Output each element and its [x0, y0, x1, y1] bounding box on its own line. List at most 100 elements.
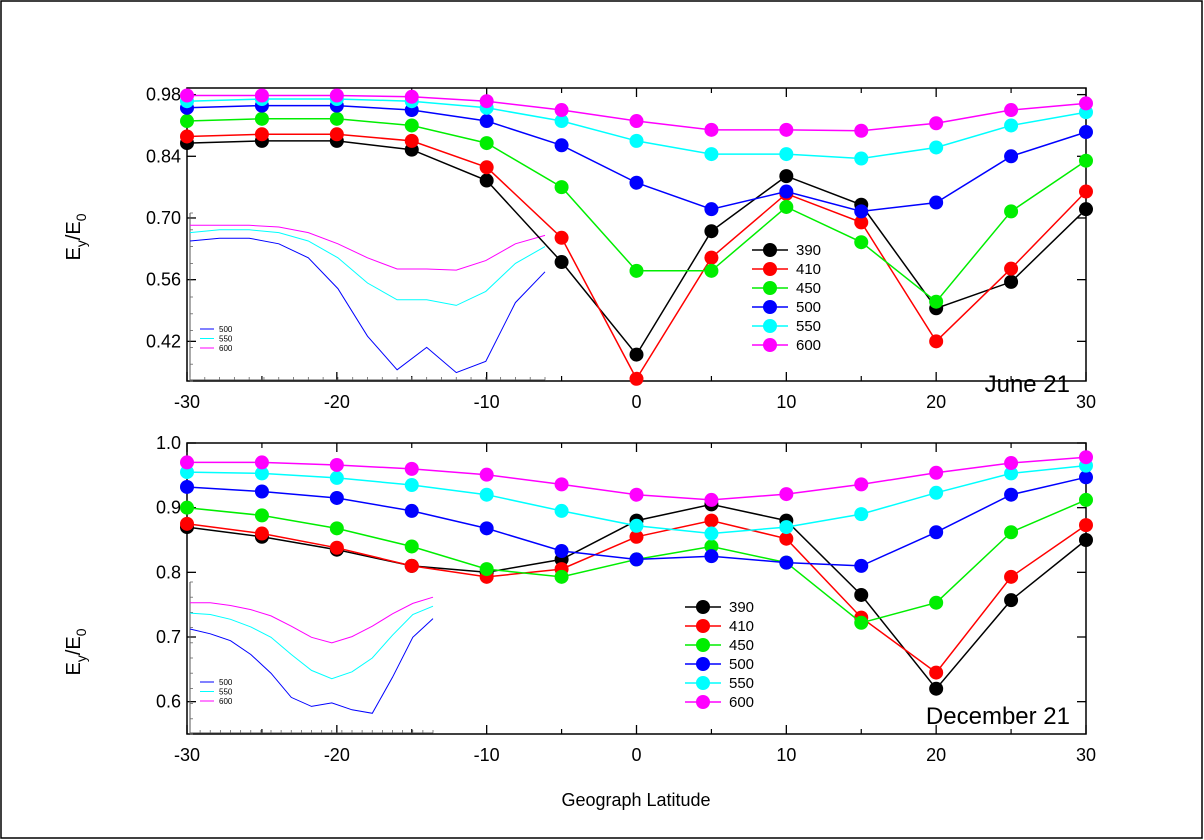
inset-legend-label: 600	[219, 697, 233, 706]
chart-december: Ey/E0 December 21 Geograph Latitude -30 -…	[63, 433, 1096, 810]
legend-label-410: 410	[729, 618, 754, 635]
series-410-point	[1004, 569, 1019, 584]
series-550-point	[629, 518, 644, 533]
y-tick-label: 0.6	[156, 692, 181, 712]
legend-label-450: 450	[729, 637, 754, 654]
series-410-point	[1079, 518, 1093, 533]
series-600-point	[929, 465, 944, 480]
series-500-point	[704, 202, 719, 217]
series-410-point	[479, 160, 494, 175]
series-550-point	[779, 147, 794, 162]
series-550-point	[704, 147, 719, 162]
series-500-point	[329, 490, 344, 505]
series-450-point	[254, 111, 269, 126]
series-410-point	[180, 129, 194, 144]
series-600-point	[554, 103, 569, 118]
series-600-point	[404, 461, 419, 476]
series-450-point	[404, 118, 419, 133]
x-tick-label: -10	[474, 392, 500, 412]
series-600-point	[180, 88, 194, 103]
y-tick-label: 1.0	[156, 433, 181, 453]
series-550-point	[554, 114, 569, 129]
legend-label-600: 600	[796, 337, 821, 354]
series-390-point	[1079, 533, 1093, 547]
y-tick-label: 0.84	[146, 146, 181, 166]
legend-label-410: 410	[796, 261, 821, 278]
series-410-point	[180, 516, 194, 531]
legend-label-550: 550	[796, 318, 821, 335]
series-500-point	[180, 479, 194, 494]
x-tick-label: 30	[1076, 392, 1096, 412]
series-500-point	[1079, 470, 1093, 485]
x-tick-label: 10	[776, 745, 796, 765]
legend-label-500: 500	[729, 656, 754, 673]
series-410-point	[929, 665, 944, 680]
series-450-point	[704, 539, 719, 554]
legend-swatch-marker	[696, 695, 710, 709]
series-550-point	[779, 520, 794, 535]
inset-legend-label: 500	[219, 325, 233, 334]
series-600-point	[704, 492, 719, 507]
series-600-point	[329, 88, 344, 103]
series-500-point	[854, 204, 869, 219]
series-550-point	[629, 133, 644, 148]
series-550-point	[404, 478, 419, 493]
series-600-point	[1004, 456, 1019, 471]
inset-series-550-line	[189, 229, 546, 306]
series-410-point	[554, 230, 569, 245]
series-600-point	[779, 487, 794, 502]
x-tick-label: -20	[324, 392, 350, 412]
series-550-point	[1004, 466, 1019, 481]
legend-swatch-marker	[763, 300, 777, 314]
series-600-point	[329, 457, 344, 472]
series-600-point	[629, 487, 644, 502]
series-600-point	[254, 88, 269, 103]
legend-swatch-marker	[696, 638, 710, 652]
legend-swatch-marker	[763, 243, 777, 257]
series-600-point	[1079, 96, 1093, 111]
y-tick-label: 0.8	[156, 562, 181, 582]
series-450-point	[779, 199, 794, 214]
series-450-point	[1004, 525, 1019, 540]
legend-label-550: 550	[729, 675, 754, 692]
x-tick-label: 20	[926, 392, 946, 412]
x-tick-label: 0	[631, 392, 641, 412]
series-410-point	[254, 526, 269, 541]
series-600-point	[554, 477, 569, 492]
chart-june: Ey/E0 June 21 -30 -20 -10 0 10 20 30 0.42 0.56 0.…	[63, 85, 1096, 412]
series-600-point	[929, 116, 944, 131]
series-600-point	[404, 89, 419, 104]
series-500-point	[1004, 487, 1019, 502]
series-410-point	[704, 513, 719, 528]
series-550-point	[329, 470, 344, 485]
series-410-point	[629, 371, 644, 386]
series-500-point	[929, 525, 944, 540]
series-410-point	[929, 334, 944, 349]
inset-series-600-line	[190, 596, 434, 644]
series-600-point	[180, 455, 194, 470]
legend-label-450: 450	[796, 280, 821, 297]
series-550-point	[479, 487, 494, 502]
series-450-point	[1004, 204, 1019, 219]
series-600-point	[779, 122, 794, 137]
series-450-point	[479, 562, 494, 577]
y-tick-label: 0.9	[156, 498, 181, 518]
series-500-point	[554, 543, 569, 558]
inset-legend-label: 550	[219, 688, 233, 697]
legend-swatch-marker	[763, 319, 777, 333]
series-500-point	[254, 484, 269, 499]
x-tick-label: -20	[324, 745, 350, 765]
series-390-point	[479, 173, 494, 188]
series-410-point	[254, 127, 269, 142]
inset-legend-label: 550	[219, 335, 233, 344]
series-550-point	[704, 526, 719, 541]
series-550-point	[254, 466, 269, 481]
series-450-point	[1079, 153, 1093, 168]
x-tick-label: 30	[1076, 745, 1096, 765]
legend-label-390: 390	[796, 242, 821, 259]
inset-series-600-line	[190, 224, 546, 271]
legend-label-390: 390	[729, 599, 754, 616]
inset-series-500-line	[189, 618, 434, 714]
